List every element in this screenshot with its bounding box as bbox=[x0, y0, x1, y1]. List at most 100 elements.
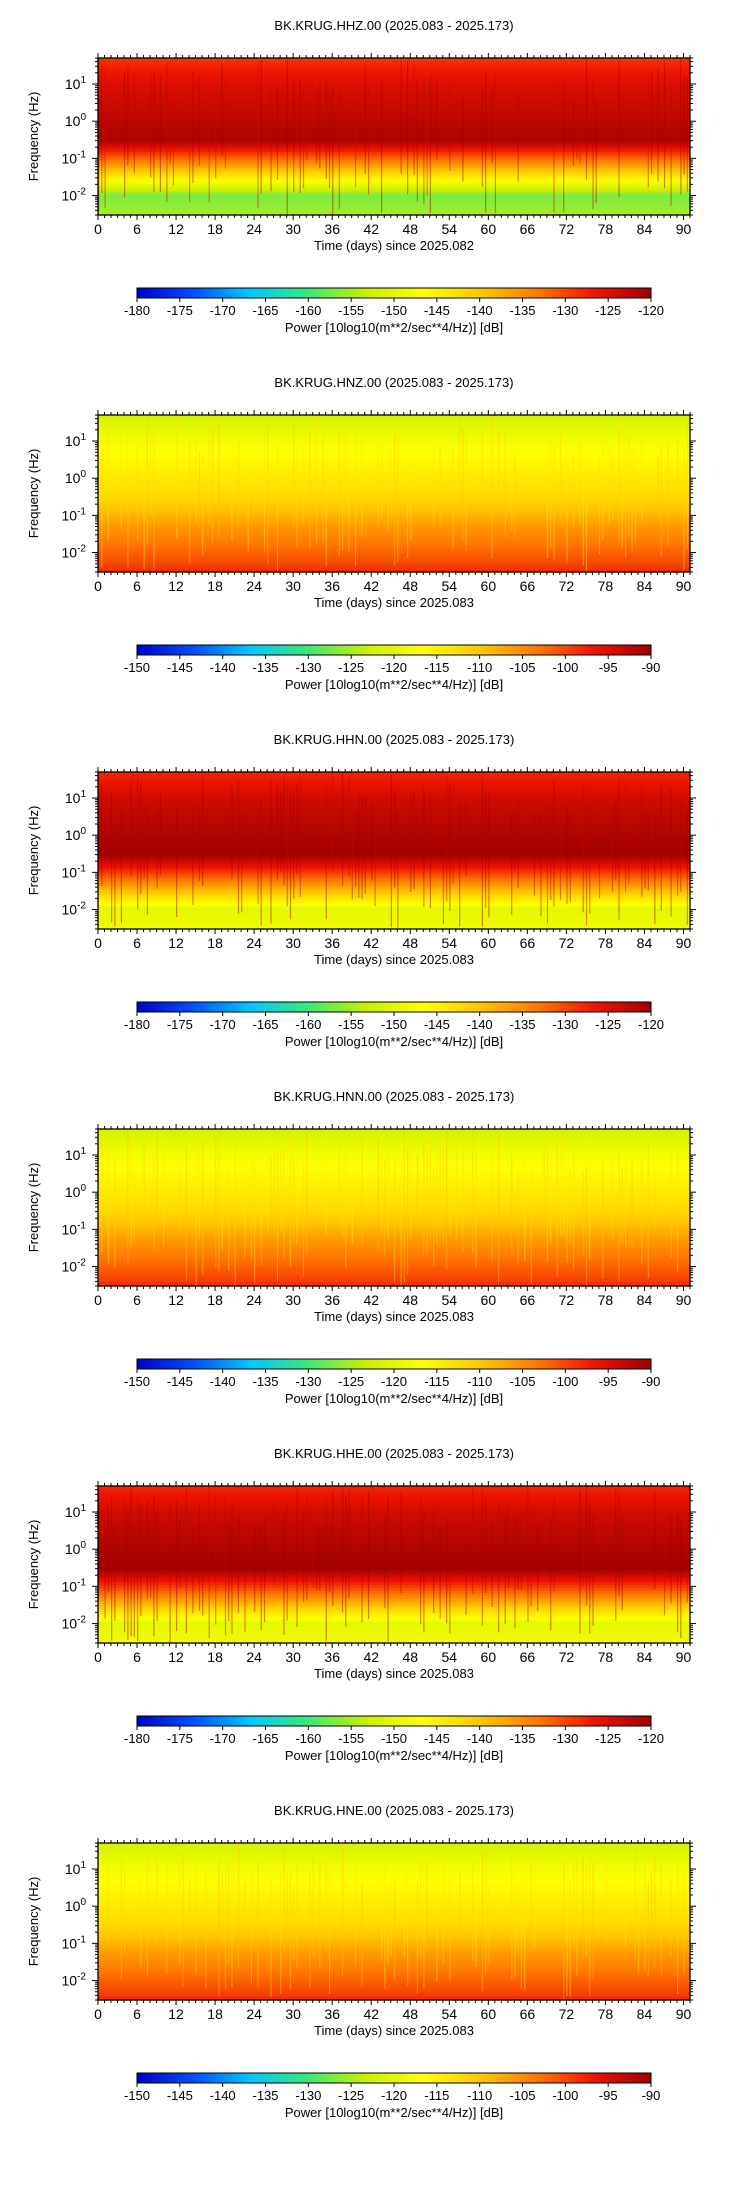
heatmap-band bbox=[98, 894, 690, 899]
heatmap-band bbox=[98, 840, 690, 844]
x-tick-label: 30 bbox=[285, 935, 301, 951]
heatmap-band bbox=[98, 102, 690, 106]
heatmap-streak bbox=[420, 1497, 422, 1625]
heatmap-streak bbox=[224, 1496, 227, 1636]
heatmap-band bbox=[98, 1845, 690, 1849]
heatmap-streak bbox=[332, 775, 334, 874]
heatmap-streak bbox=[319, 84, 321, 169]
heatmap-streak bbox=[426, 98, 428, 196]
heatmap-band bbox=[98, 858, 690, 862]
heatmap-streak bbox=[491, 1522, 493, 1608]
colorbar-tick-label: -135 bbox=[252, 1374, 278, 1389]
heatmap-band bbox=[98, 1595, 690, 1600]
heatmap-streak bbox=[267, 422, 269, 565]
colorbar-tick-label: -125 bbox=[595, 303, 621, 318]
heatmap-streak bbox=[146, 1500, 148, 1599]
heatmap-streak bbox=[315, 90, 318, 164]
heatmap-streak bbox=[579, 1490, 581, 1634]
heatmap-streak bbox=[250, 1872, 253, 1985]
heatmap-streak bbox=[328, 90, 331, 189]
heatmap-band bbox=[98, 443, 690, 447]
heatmap-band bbox=[98, 204, 690, 208]
colorbar-tick-label: -135 bbox=[252, 660, 278, 675]
chart-title: BK.KRUG.HNE.00 (2025.083 - 2025.173) bbox=[274, 1803, 514, 1818]
heatmap-band bbox=[98, 881, 690, 886]
heatmap-band bbox=[98, 480, 690, 484]
heatmap-band bbox=[98, 1144, 690, 1148]
heatmap-streak bbox=[582, 786, 584, 913]
heatmap-streak bbox=[667, 441, 669, 548]
x-tick-label: 66 bbox=[520, 578, 536, 594]
colorbar-tick-label: -115 bbox=[424, 1374, 449, 1389]
y-tick-label: 101 bbox=[65, 75, 87, 92]
heatmap-band bbox=[98, 871, 690, 875]
heatmap-band bbox=[98, 1275, 690, 1279]
heatmap-streak bbox=[423, 1857, 425, 1989]
heatmap-band bbox=[98, 868, 690, 873]
y-tick-label: 10-1 bbox=[62, 149, 87, 166]
heatmap-streak bbox=[498, 1134, 500, 1286]
heatmap-band bbox=[98, 1897, 690, 1902]
heatmap-streak bbox=[384, 1864, 386, 1989]
heatmap-band bbox=[98, 1884, 690, 1889]
heatmap-streak bbox=[156, 1134, 158, 1231]
heatmap-streak bbox=[218, 422, 220, 538]
heatmap-band bbox=[98, 1194, 690, 1198]
heatmap-streak bbox=[618, 1493, 620, 1597]
heatmap-streak bbox=[348, 1488, 350, 1599]
x-tick-label: 48 bbox=[402, 2006, 418, 2022]
heatmap-streak bbox=[507, 1508, 510, 1588]
colorbar-tick-label: -130 bbox=[295, 660, 321, 675]
heatmap-band bbox=[98, 1924, 690, 1928]
y-axis-label: Frequency (Hz) bbox=[26, 1877, 41, 1967]
heatmap-streak bbox=[550, 804, 552, 901]
x-tick-label: 84 bbox=[637, 2006, 653, 2022]
heatmap-streak bbox=[442, 1147, 444, 1247]
heatmap-band bbox=[98, 160, 690, 164]
heatmap-streak bbox=[670, 1133, 672, 1259]
x-tick-label: 78 bbox=[598, 935, 614, 951]
heatmap-band bbox=[98, 456, 690, 461]
heatmap-band bbox=[98, 1561, 690, 1566]
x-tick-label: 24 bbox=[246, 1292, 262, 1308]
heatmap-band bbox=[98, 829, 690, 833]
heatmap-streak bbox=[517, 1885, 519, 1954]
plot-frame bbox=[97, 1128, 691, 1287]
heatmap-band bbox=[98, 462, 690, 466]
heatmap-streak bbox=[676, 809, 679, 897]
heatmap-band bbox=[98, 1199, 690, 1203]
heatmap-band bbox=[98, 496, 690, 500]
heatmap-streak bbox=[520, 1843, 523, 1989]
x-tick-label: 78 bbox=[598, 1292, 614, 1308]
heatmap-band bbox=[98, 1197, 690, 1201]
x-tick-label: 60 bbox=[481, 1292, 497, 1308]
colorbar-tick-label: -165 bbox=[252, 303, 278, 318]
heatmap-streak bbox=[602, 435, 604, 540]
heatmap-streak bbox=[621, 1515, 623, 1611]
heatmap-streak bbox=[670, 86, 672, 206]
heatmap-streak bbox=[302, 454, 305, 526]
heatmap-band bbox=[98, 811, 690, 815]
heatmap-streak bbox=[410, 1129, 412, 1238]
heatmap-streak bbox=[618, 1153, 620, 1282]
heatmap-streak bbox=[592, 1514, 594, 1626]
x-axis-label: Time (days) since 2025.083 bbox=[314, 2023, 474, 2038]
heatmap-band bbox=[98, 1183, 690, 1188]
heatmap-streak bbox=[413, 792, 415, 890]
heatmap-streak bbox=[589, 1849, 591, 1997]
heatmap-band bbox=[98, 1280, 690, 1284]
heatmap-streak bbox=[504, 1514, 506, 1624]
heatmap-band bbox=[98, 1147, 690, 1151]
heatmap-streak bbox=[436, 1158, 438, 1245]
x-tick-label: 78 bbox=[598, 1649, 614, 1665]
heatmap-band bbox=[98, 1210, 690, 1214]
heatmap-streak bbox=[546, 1134, 549, 1263]
heatmap-band bbox=[98, 855, 690, 859]
heatmap-band bbox=[98, 842, 690, 846]
heatmap-band bbox=[98, 543, 690, 547]
heatmap-streak bbox=[267, 1132, 269, 1232]
heatmap-band bbox=[98, 1892, 690, 1896]
heatmap-band bbox=[98, 477, 690, 482]
heatmap-band bbox=[98, 1236, 690, 1240]
heatmap-streak bbox=[120, 1857, 122, 1980]
